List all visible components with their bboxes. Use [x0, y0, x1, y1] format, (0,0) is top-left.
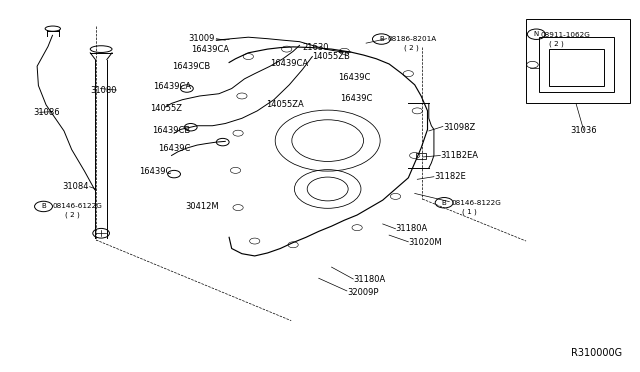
Text: 21630: 21630 [302, 43, 328, 52]
Text: ( 2 ): ( 2 ) [65, 212, 80, 218]
Text: 311B2EA: 311B2EA [440, 151, 478, 160]
Text: 16439CA: 16439CA [191, 45, 229, 54]
Text: 16439CA: 16439CA [270, 60, 308, 68]
Text: 16439C: 16439C [338, 73, 371, 82]
Text: 31080: 31080 [90, 86, 116, 94]
Text: B: B [442, 200, 447, 206]
Text: 08146-8122G: 08146-8122G [451, 200, 501, 206]
Bar [539, 37, 614, 92]
Text: 31084: 31084 [62, 182, 88, 191]
Text: B: B [379, 36, 384, 42]
Text: B: B [41, 203, 46, 209]
Bar [526, 19, 630, 103]
Text: 32009P: 32009P [347, 288, 378, 296]
Text: 16439CA: 16439CA [152, 82, 191, 91]
Text: 16439C: 16439C [158, 144, 191, 153]
Text: 16439C: 16439C [139, 167, 172, 176]
Text: 31180A: 31180A [353, 275, 385, 284]
Text: 31009: 31009 [189, 34, 215, 43]
Text: N: N [534, 31, 539, 37]
Text: 08186-8201A: 08186-8201A [388, 36, 437, 42]
Text: 14055ZA: 14055ZA [266, 100, 303, 109]
Text: 16439C: 16439C [340, 94, 373, 103]
Text: 14055Z: 14055Z [150, 104, 182, 113]
Text: 31020M: 31020M [408, 238, 442, 247]
Text: 16439CB: 16439CB [172, 62, 210, 71]
Text: 14055ZB: 14055ZB [312, 52, 350, 61]
Text: 08146-6122G: 08146-6122G [52, 203, 102, 209]
Text: 08911-1062G: 08911-1062G [541, 32, 591, 38]
Text: 31098Z: 31098Z [443, 123, 475, 132]
Text: 31182E: 31182E [434, 172, 466, 181]
Text: 30412M: 30412M [185, 202, 219, 211]
Bar [416, 153, 426, 159]
Text: 31036: 31036 [570, 126, 597, 135]
Text: 31086: 31086 [33, 108, 60, 117]
Text: 16439CB: 16439CB [152, 126, 191, 135]
Bar [549, 49, 604, 86]
Text: 31180A: 31180A [396, 224, 428, 233]
Text: ( 1 ): ( 1 ) [462, 208, 477, 215]
Text: ( 2 ): ( 2 ) [404, 44, 419, 51]
Text: ( 2 ): ( 2 ) [549, 41, 564, 47]
Text: R310000G: R310000G [571, 348, 622, 358]
